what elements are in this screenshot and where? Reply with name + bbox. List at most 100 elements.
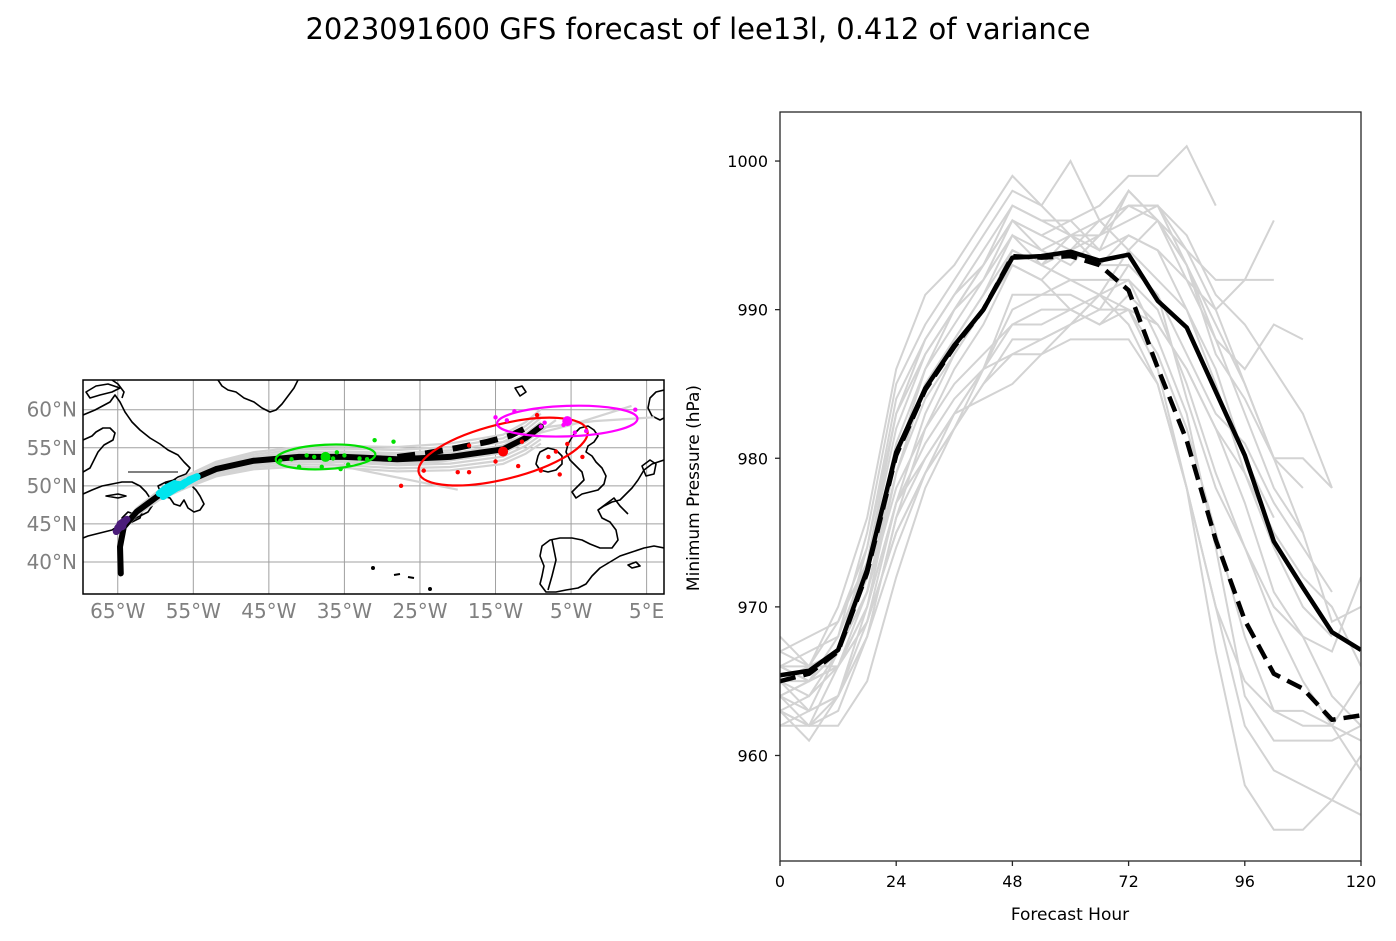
map-x-tick-labels: 65°W 55°W 45°W 35°W 25°W 15°W 5°W 5°E (90, 599, 664, 623)
cluster-point (542, 420, 547, 425)
cluster-point (493, 459, 498, 464)
cluster-ellipse (495, 404, 639, 438)
track-map-panel: 65°W 55°W 45°W 35°W 25°W 15°W 5°W 5°E 60°N 55°N 5… (27, 379, 665, 623)
coastline-baffin (111, 380, 125, 399)
cluster-markers (112, 404, 639, 536)
x-tick-label: 48 (1002, 872, 1022, 891)
x-tick-label: 0 (775, 872, 785, 891)
ensemble-member-line (780, 204, 1333, 668)
cluster-point (319, 464, 324, 470)
map-y-tick-label: 40°N (27, 550, 77, 574)
cluster-point (387, 457, 392, 462)
coastline-iceland (514, 385, 527, 397)
cluster-120h (493, 404, 639, 438)
cluster-point (330, 456, 336, 461)
ensemble-member-line (780, 293, 1361, 802)
map-frame (82, 379, 665, 595)
y-axis-label: Minimum Pressure (hPa) (684, 385, 704, 591)
cluster-mean-pressure-line (780, 253, 1361, 723)
ensemble-track (306, 458, 458, 491)
cluster-point (538, 424, 544, 429)
map-y-tick-label: 45°N (27, 512, 77, 536)
ensemble-track (533, 416, 655, 430)
map-y-tick-label: 50°N (27, 474, 77, 498)
cluster-point (583, 428, 589, 434)
ensemble-member-line (780, 293, 1361, 831)
coastline-greenland (217, 380, 299, 413)
coastline-hudson-strait (85, 383, 121, 399)
y-axis-ticks: 960 970 980 990 1000 (727, 152, 780, 765)
cluster-point (334, 450, 340, 455)
cluster-center (498, 446, 509, 457)
cluster-point (357, 456, 362, 461)
figure-title: 2023091600 GFS forecast of lee13l, 0.412… (305, 12, 1091, 46)
cluster-point (493, 415, 498, 420)
y-tick-label: 970 (737, 598, 768, 617)
island-azores-3 (407, 576, 415, 579)
island-balearic (627, 561, 641, 569)
x-tick-label: 24 (886, 872, 906, 891)
map-y-tick-label: 55°N (27, 436, 77, 460)
y-tick-label: 990 (737, 301, 768, 320)
island-azores-1 (370, 565, 375, 570)
x-tick-label: 72 (1118, 872, 1138, 891)
cluster-point (504, 418, 510, 423)
cluster-point (565, 441, 570, 447)
coastline-portugal-border (547, 539, 557, 591)
cluster-point (466, 443, 472, 448)
cluster-point (372, 437, 377, 443)
cluster-point (580, 454, 585, 460)
coastline-labrador (83, 394, 191, 485)
cluster-point (519, 439, 525, 444)
x-axis-ticks: 0 24 48 72 96 120 (775, 861, 1376, 891)
ensemble-member-line (780, 278, 1361, 742)
coastline-ireland (535, 447, 563, 473)
cluster-ellipse (274, 443, 377, 471)
mean-pressure-line (780, 249, 1361, 678)
alt-track-dashed-line (396, 425, 528, 460)
pressure-chart-panel: 0 24 48 72 96 120 960 970 980 990 1000 Forecast H… (684, 111, 1376, 925)
cluster-48h (155, 473, 201, 501)
ensemble-member-line (780, 234, 1333, 743)
ensemble-member-line (780, 293, 1361, 727)
cluster-point (311, 454, 317, 460)
cluster-point (277, 458, 283, 463)
cluster-point (553, 449, 559, 454)
coastline-denmark (641, 459, 657, 477)
cluster-point (304, 453, 309, 458)
cluster-point (421, 468, 426, 473)
cluster-center (116, 520, 127, 531)
plot-frame (779, 111, 1362, 862)
map-x-tick-label: 65°W (90, 599, 145, 623)
coastline-france-inner (597, 497, 629, 515)
cluster-point (534, 412, 540, 418)
cluster-72h (274, 437, 396, 472)
coastline-scotland (565, 425, 607, 499)
cluster-point (342, 453, 347, 458)
cluster-point (289, 457, 294, 462)
ensemble-member-line (780, 204, 1274, 728)
cluster-center (173, 480, 184, 491)
map-x-tick-label: 5°W (550, 599, 593, 623)
cluster-point (455, 469, 460, 475)
cluster-point (572, 430, 578, 435)
cluster-center (562, 416, 573, 427)
y-tick-label: 1000 (727, 152, 768, 171)
cluster-point (391, 439, 396, 444)
y-tick-label: 960 (737, 746, 768, 765)
cluster-center (320, 451, 331, 462)
x-tick-label: 120 (1346, 872, 1377, 891)
coastline-quebec (83, 427, 116, 473)
x-tick-label: 96 (1235, 872, 1255, 891)
cluster-point (398, 483, 404, 489)
coastline-anticosti (105, 493, 127, 499)
cluster-point (515, 463, 521, 469)
island-azores-2 (393, 573, 401, 576)
island-madeira (427, 586, 432, 591)
x-axis-label: Forecast Hour (1011, 905, 1129, 925)
coastline-norway (647, 389, 664, 421)
map-y-tick-label: 60°N (27, 398, 77, 422)
map-x-tick-label: 25°W (392, 599, 447, 623)
map-y-tick-labels: 60°N 55°N 50°N 45°N 40°N (27, 398, 77, 574)
